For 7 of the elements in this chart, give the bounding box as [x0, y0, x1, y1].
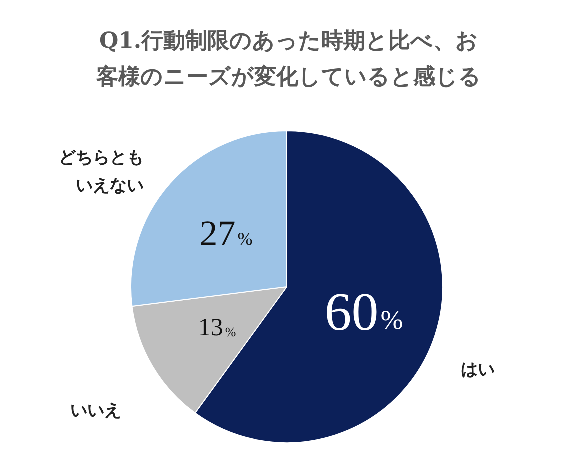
data-label: 13%: [198, 314, 236, 342]
data-label: 27%: [200, 213, 253, 254]
slice-label: はい: [461, 360, 496, 380]
data-label: 60%: [324, 282, 404, 342]
slice-label: いいえ: [70, 400, 122, 421]
chart-title: Q1.行動制限のあった時期と比べ、お客様のニーズが変化していると感じる: [96, 28, 482, 90]
slice-label: どちらともいえない: [58, 148, 144, 196]
